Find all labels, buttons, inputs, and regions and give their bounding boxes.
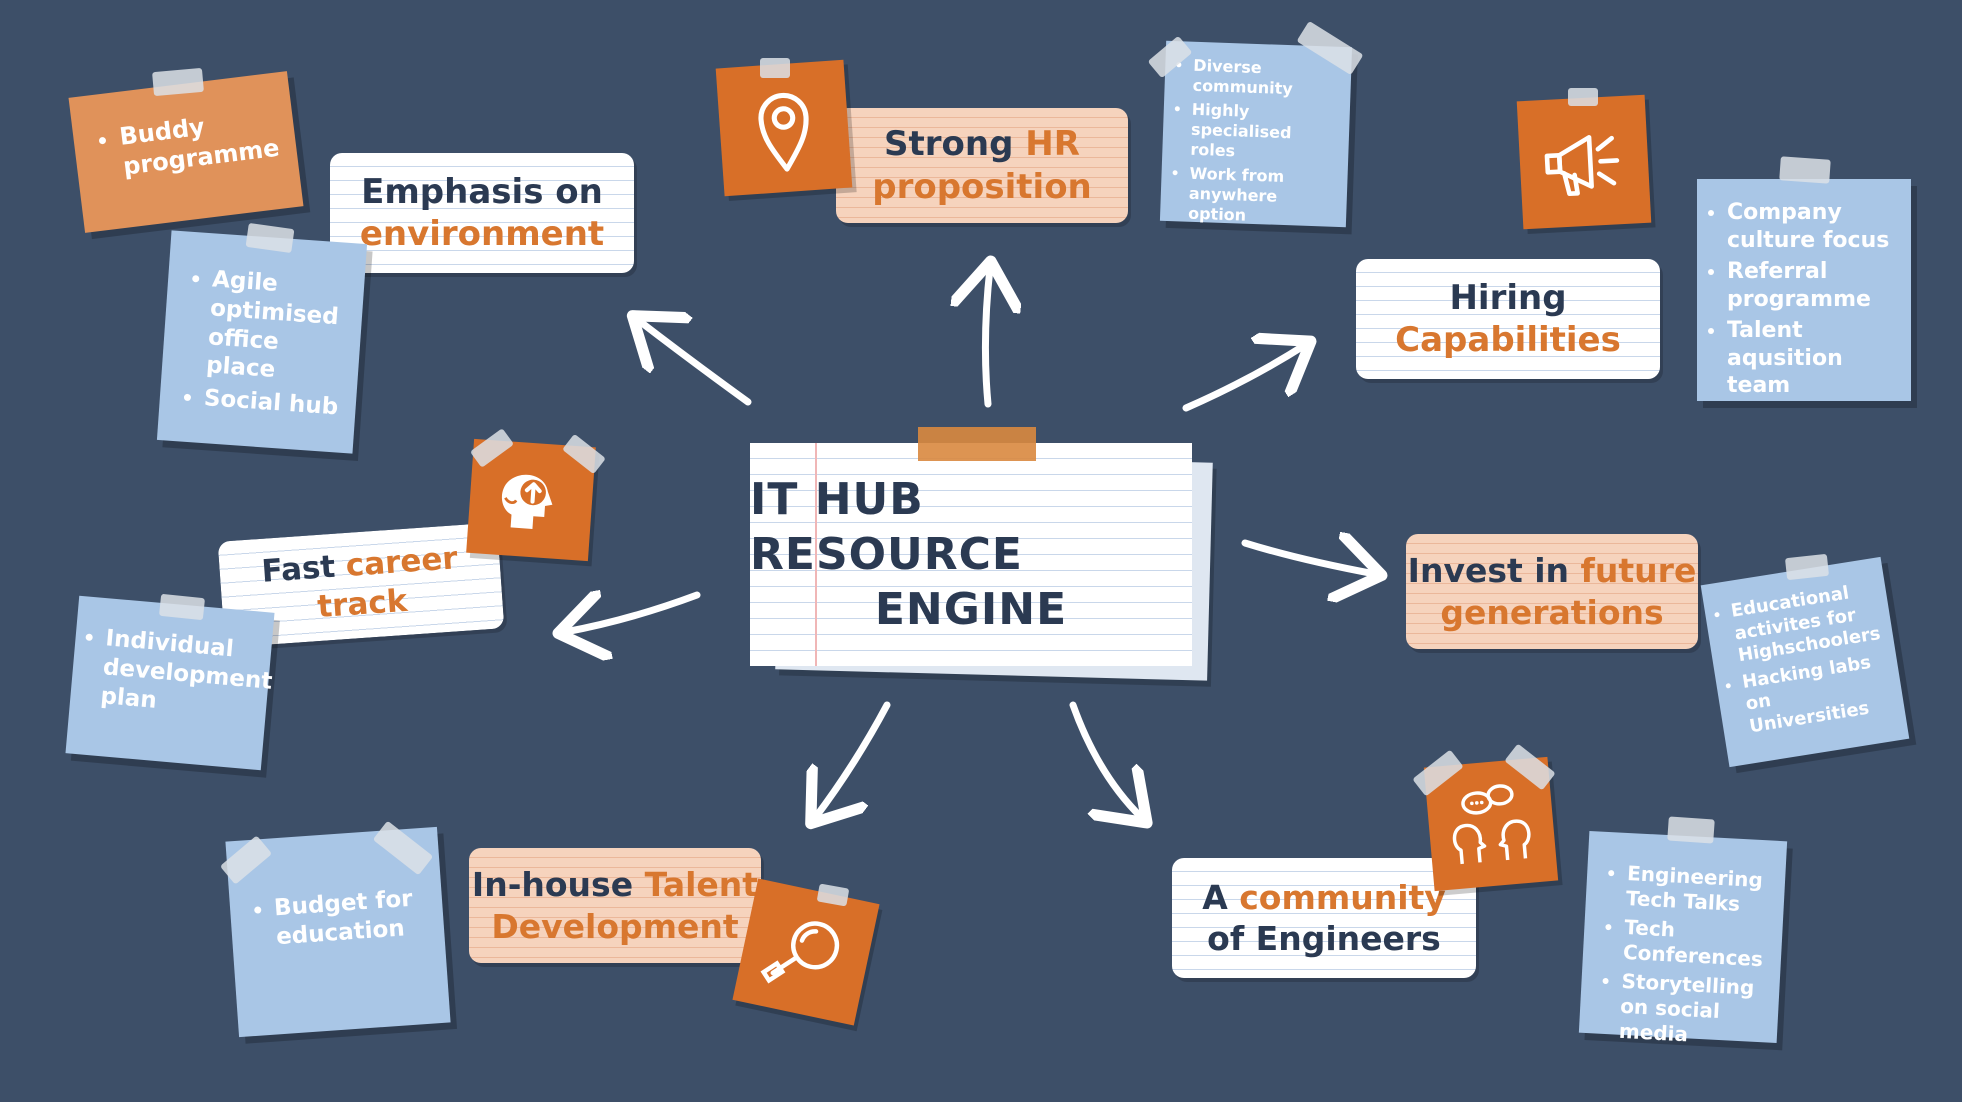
note-community-item: Tech Conferences (1622, 915, 1774, 973)
note-hiring: Company culture focus Referral programme… (1697, 179, 1911, 401)
node-community-accent: community (1239, 877, 1446, 917)
node-hiring-accent: Capabilities (1395, 320, 1621, 360)
arrow-to-career (565, 595, 701, 632)
node-environment-accent: environment (359, 214, 605, 254)
node-future-accent-line2: generations (1440, 592, 1664, 632)
magnifier-icon (760, 921, 840, 984)
node-community-title: A (1202, 877, 1240, 917)
node-community-line2: of Engineers (1207, 919, 1441, 958)
note-hr: Diverse community Highly specialised rol… (1159, 40, 1353, 229)
conversation-icon-tile (1423, 756, 1559, 892)
tape (1568, 88, 1598, 106)
note-career-item: Individual development plan (99, 624, 274, 724)
node-hiring: Hiring Capabilities (1356, 259, 1660, 379)
note-future: Educational activites for Highschoolers … (1700, 556, 1910, 768)
node-hr-line1: Strong HR (884, 123, 1080, 166)
central-node-sheet: IT HUB RESOURCE ENGINE (750, 443, 1192, 666)
note-agile-item: Agile optimised office place (205, 265, 353, 389)
tape (1779, 156, 1831, 184)
location-pin-icon-tile (715, 59, 853, 197)
note-agile: Agile optimised office place Social hub (156, 230, 368, 454)
tape (1784, 553, 1830, 581)
node-future: Invest in future generations (1406, 534, 1698, 649)
note-talent-item: Budget for education (273, 883, 435, 951)
note-hiring-item: Company culture focus (1727, 199, 1903, 254)
megaphone-icon (1544, 134, 1620, 196)
tape (152, 67, 204, 97)
note-buddy: Buddy programme (68, 71, 304, 233)
arrow-to-hiring (1182, 345, 1305, 412)
arrow-to-future (1241, 543, 1375, 574)
note-hiring-item: Referral programme (1727, 258, 1903, 313)
note-hr-item: Work from anywhere option (1188, 164, 1338, 229)
node-talent-line1: In-house Talent (472, 864, 758, 905)
node-hiring-title: Hiring (1449, 277, 1567, 318)
node-future-accent: future (1580, 551, 1697, 591)
node-career-accent-line2: track (316, 582, 409, 626)
node-future-line1: Invest in future (1408, 550, 1697, 591)
note-community-item: Engineering Tech Talks (1625, 861, 1777, 919)
arrow-to-hr (985, 268, 990, 408)
note-hiring-item: Talent aqusition team (1727, 317, 1903, 400)
arrow-to-environment (638, 320, 752, 406)
note-agile-item: Social hub (203, 384, 345, 422)
arrow-to-community (1069, 701, 1142, 818)
node-career-line1: Fast career (260, 539, 458, 591)
node-talent-accent: Talent (644, 865, 759, 905)
central-node-title-line2: ENGINE (874, 584, 1068, 635)
note-hr-item: Diverse community (1192, 56, 1341, 101)
note-community: Engineering Tech Talks Tech Conferences … (1578, 830, 1788, 1046)
central-node-margin (815, 443, 817, 666)
node-talent-title: In-house (471, 865, 645, 905)
central-node: IT HUB RESOURCE ENGINE (750, 427, 1213, 681)
node-career-accent: career (344, 540, 459, 585)
node-talent: In-house Talent Development (469, 848, 761, 963)
node-community-line1: A community (1202, 877, 1446, 918)
node-environment-title: Emphasis on (361, 171, 603, 212)
location-pin-icon (758, 92, 809, 172)
node-career-title: Fast (260, 548, 348, 591)
note-hr-item: Highly specialised roles (1190, 100, 1340, 165)
tape (1667, 816, 1715, 844)
node-hr-accent: HR (1025, 124, 1080, 164)
tape (158, 593, 206, 621)
note-career: Individual development plan (65, 595, 275, 771)
conversation-icon (1453, 784, 1532, 865)
node-talent-accent-line2: Development (491, 906, 739, 946)
node-hr: Strong HR proposition (836, 108, 1128, 223)
note-buddy-item: Buddy programme (118, 103, 281, 182)
node-hr-title: Strong (884, 124, 1026, 164)
central-node-title-line1: IT HUB RESOURCE (750, 474, 1023, 580)
node-environment: Emphasis on environment (330, 153, 634, 273)
magnifier-icon-tile (732, 878, 880, 1026)
head-growth-icon (502, 475, 553, 530)
node-hr-accent-line2: proposition (872, 166, 1092, 207)
node-future-title: Invest in (1407, 551, 1581, 591)
tape (918, 427, 1036, 461)
head-growth-icon-tile (466, 438, 596, 562)
note-community-item: Storytelling on social media (1618, 969, 1772, 1052)
node-community: A community of Engineers (1172, 858, 1476, 978)
megaphone-icon-tile (1516, 94, 1652, 230)
tape (760, 58, 790, 78)
arrow-to-talent (815, 701, 891, 818)
